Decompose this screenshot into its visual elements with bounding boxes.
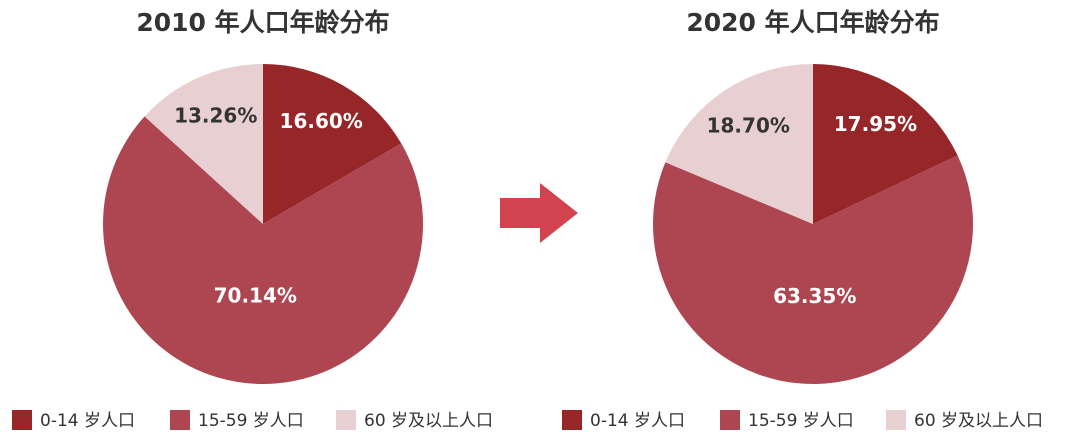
legend-swatch [886, 410, 906, 430]
pie-slice [103, 116, 424, 385]
slice-label: 70.14% [214, 284, 297, 308]
chart-title: 2010 年人口年龄分布 [136, 8, 389, 37]
legend-swatch [336, 410, 356, 430]
slice-label: 18.70% [707, 113, 790, 137]
legend-swatch [720, 410, 740, 430]
slice-label: 13.26% [174, 104, 257, 128]
legend-swatch [170, 410, 190, 430]
legend-label: 60 岁及以上人口 [364, 411, 493, 431]
legend-label: 60 岁及以上人口 [914, 411, 1043, 431]
legend-swatch [12, 410, 32, 430]
pie-slice [263, 64, 402, 224]
pie-slice [665, 64, 813, 224]
slice-label: 63.35% [773, 284, 856, 308]
chart-title: 2020 年人口年龄分布 [686, 8, 939, 37]
pie-slice [652, 155, 973, 385]
legend-label: 15-59 岁人口 [198, 411, 304, 431]
legend-label: 0-14 岁人口 [40, 411, 135, 431]
pie-slice [813, 64, 958, 224]
slice-label: 16.60% [280, 109, 363, 133]
slice-label: 17.95% [834, 112, 917, 136]
pie-slice [144, 64, 263, 224]
legend-label: 0-14 岁人口 [590, 411, 685, 431]
legend-label: 15-59 岁人口 [748, 411, 854, 431]
arrow [500, 183, 578, 243]
legend-swatch [562, 410, 582, 430]
